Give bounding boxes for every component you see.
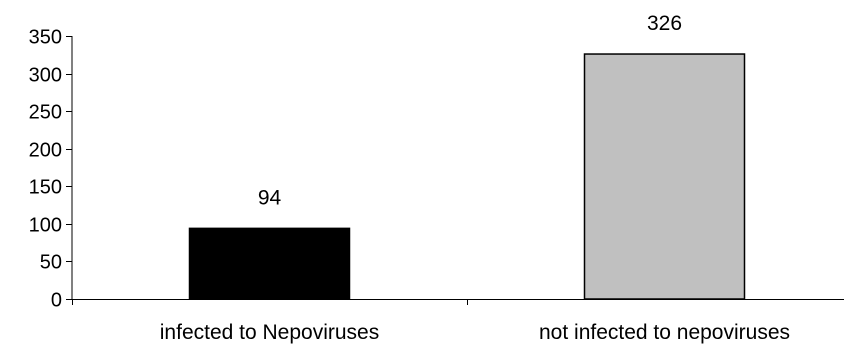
y-tick-label: 100	[29, 215, 62, 237]
y-tick-label: 350	[29, 27, 62, 49]
data-labels: 94 326	[258, 12, 682, 209]
y-tick-label: 0	[51, 290, 62, 312]
bar-2	[583, 53, 746, 300]
y-tick-label: 50	[40, 252, 62, 274]
bars	[188, 53, 746, 300]
data-label-1: 94	[258, 186, 282, 209]
y-tick-label: 200	[29, 140, 62, 162]
y-axis: 0 50 100 150 200 250 300 350	[29, 27, 73, 312]
bar-1	[188, 227, 351, 300]
y-tick-label: 150	[29, 177, 62, 199]
y-tick-label: 300	[29, 65, 62, 87]
category-label-2: not infected to nepoviruses	[539, 321, 790, 344]
x-axis: infected to Nepoviruses not infected to n…	[72, 299, 844, 344]
category-label-1: infected to Nepoviruses	[160, 321, 379, 344]
y-tick-label: 250	[29, 102, 62, 124]
data-label-2: 326	[647, 12, 682, 35]
